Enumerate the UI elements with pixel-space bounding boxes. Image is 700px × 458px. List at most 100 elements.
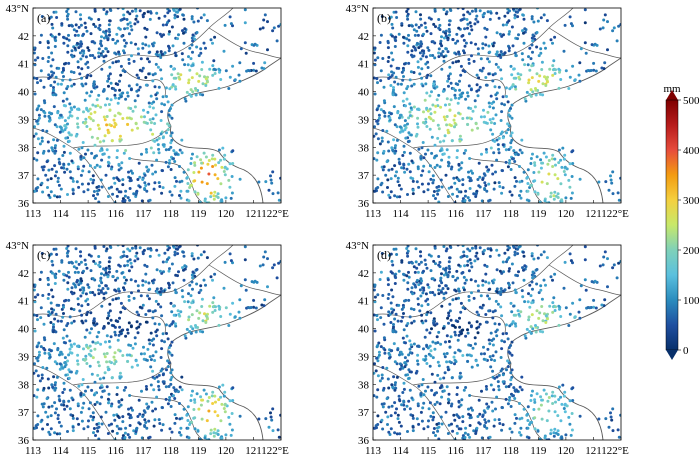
station-point <box>88 331 92 335</box>
station-point <box>160 271 164 275</box>
station-point <box>93 403 97 406</box>
station-point <box>60 22 64 26</box>
station-point <box>436 189 439 193</box>
station-point <box>504 397 508 401</box>
station-point <box>149 94 153 98</box>
lon-tick-label: 122°E <box>601 208 629 220</box>
station-point <box>392 86 395 89</box>
station-point <box>91 356 95 360</box>
station-point <box>467 321 471 325</box>
station-point <box>119 73 123 77</box>
station-point <box>168 30 171 34</box>
station-point <box>167 148 171 151</box>
station-point <box>439 276 443 280</box>
station-point <box>447 340 451 343</box>
station-point <box>89 414 93 418</box>
station-point <box>147 405 151 409</box>
station-point <box>539 51 543 55</box>
station-point <box>400 307 404 311</box>
station-point <box>153 139 157 143</box>
station-point <box>527 292 530 296</box>
station-point <box>397 32 401 36</box>
station-point <box>484 320 488 324</box>
station-point <box>407 353 411 357</box>
station-point <box>193 163 197 167</box>
station-point <box>139 294 143 298</box>
station-point <box>569 22 573 26</box>
station-point <box>168 246 171 250</box>
station-point <box>101 50 105 53</box>
station-point <box>53 151 57 155</box>
station-point <box>148 355 152 359</box>
station-point <box>49 349 53 353</box>
station-point <box>170 193 174 197</box>
station-point <box>480 389 483 393</box>
station-point <box>476 94 480 98</box>
station-point <box>402 272 405 276</box>
station-point <box>538 200 542 203</box>
station-point <box>250 43 254 47</box>
station-point <box>39 33 43 37</box>
station-point <box>395 407 398 411</box>
lon-tick-label: 113 <box>25 445 42 457</box>
station-point <box>456 39 460 43</box>
station-point <box>82 393 86 397</box>
station-point <box>464 189 468 193</box>
station-point <box>450 185 453 189</box>
station-point <box>478 85 482 89</box>
station-point <box>54 247 58 251</box>
station-point <box>66 122 69 126</box>
station-point <box>54 312 58 316</box>
station-point <box>228 185 232 189</box>
station-point <box>485 265 489 268</box>
station-point <box>41 190 45 194</box>
station-point <box>382 336 386 340</box>
station-point <box>510 116 514 120</box>
station-point <box>609 415 613 419</box>
station-point <box>398 367 402 371</box>
station-point <box>600 303 604 307</box>
station-point <box>49 190 53 194</box>
station-point <box>376 81 379 85</box>
station-point <box>134 359 138 363</box>
station-point <box>206 399 210 403</box>
station-point <box>465 255 469 258</box>
station-point <box>498 53 502 57</box>
station-point <box>501 23 505 27</box>
station-point <box>498 269 502 273</box>
station-point <box>526 300 530 304</box>
station-point <box>399 113 403 117</box>
station-point <box>170 368 174 372</box>
station-point <box>459 166 463 170</box>
station-point <box>455 424 459 428</box>
station-point <box>501 169 504 173</box>
station-point <box>189 294 193 298</box>
station-point <box>400 166 404 170</box>
station-point <box>478 246 482 250</box>
station-point <box>110 139 114 143</box>
station-point <box>154 113 158 117</box>
station-point <box>492 337 496 341</box>
station-point <box>437 364 441 368</box>
station-point <box>212 434 216 438</box>
station-point <box>490 163 494 167</box>
station-point <box>510 131 514 135</box>
colorbar-top-triangle <box>666 90 678 100</box>
station-point <box>103 355 107 359</box>
station-point <box>129 24 133 28</box>
station-point <box>513 51 517 55</box>
lat-tick-label: 42 <box>358 31 369 43</box>
station-point <box>386 41 390 45</box>
station-point <box>98 377 102 381</box>
station-point <box>402 278 406 282</box>
station-point <box>174 291 178 295</box>
station-point <box>40 15 44 18</box>
station-point <box>67 116 71 120</box>
station-point <box>84 26 88 29</box>
station-point <box>403 119 407 123</box>
station-point <box>79 250 82 254</box>
station-point <box>512 76 516 80</box>
station-point <box>200 417 204 421</box>
station-point <box>513 250 517 254</box>
station-point <box>166 359 170 363</box>
